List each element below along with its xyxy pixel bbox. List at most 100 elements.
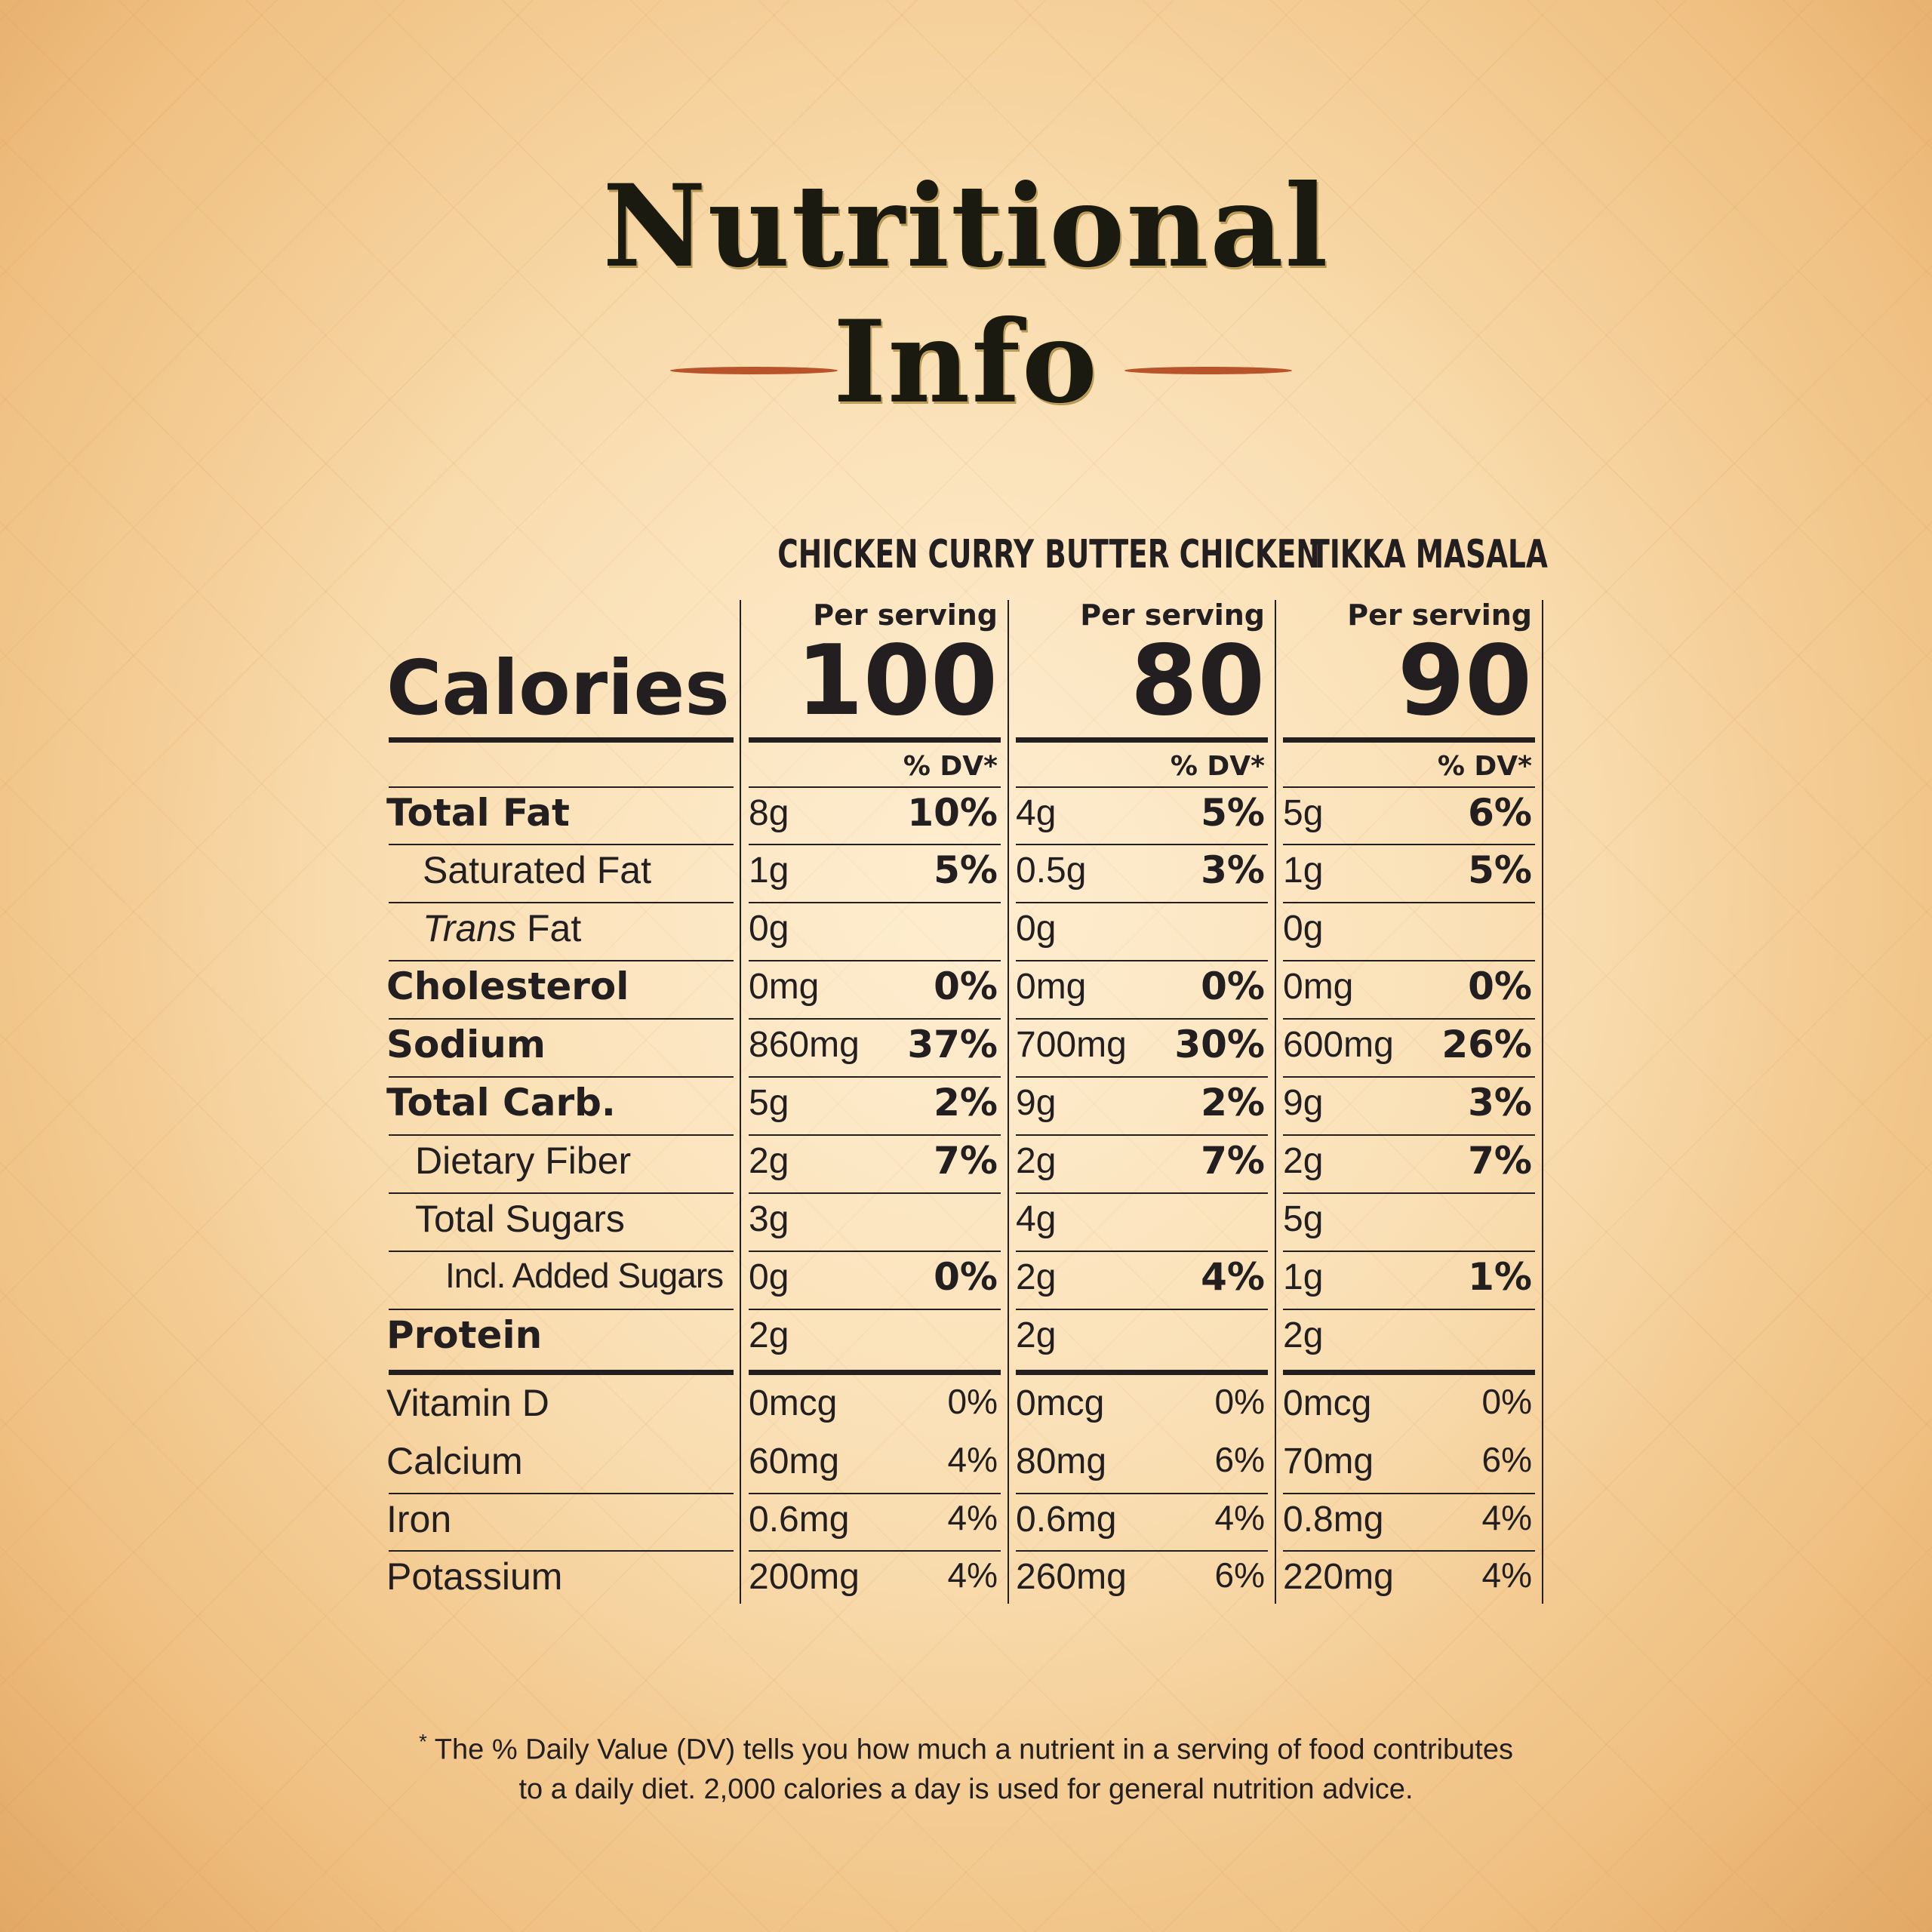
calories-value: 80 (1130, 625, 1265, 737)
cell-amount: 5g (749, 1083, 789, 1123)
cell-amount: 2g (1016, 1141, 1057, 1181)
calories-value: 90 (1397, 625, 1532, 737)
per-serving-label: Per serving (1347, 598, 1532, 632)
row-separator (1283, 1493, 1535, 1494)
cell-amount: 0mcg (1283, 1383, 1372, 1423)
dv-header: % DV* (1170, 751, 1265, 782)
cell-daily-value: 0% (934, 964, 998, 1008)
cell-amount: 0g (1016, 909, 1057, 949)
cell-daily-value: 6% (1214, 1555, 1265, 1595)
row-separator (1283, 1018, 1535, 1020)
cell-amount: 9g (1283, 1083, 1324, 1123)
cell-amount: 0.8mg (1283, 1500, 1384, 1540)
cell-amount: 3g (749, 1199, 789, 1239)
cell-amount: 0mg (749, 967, 820, 1007)
cell-amount: 60mg (749, 1441, 840, 1481)
row-label-protein: Protein (386, 1313, 543, 1357)
cell-daily-value: 4% (1214, 1498, 1265, 1537)
row-label-calcium: Calcium (386, 1440, 523, 1482)
column-divider (1008, 600, 1009, 1604)
rule-protein (389, 1370, 734, 1375)
row-label-trans-fat: Trans Fat (423, 906, 581, 950)
per-serving-label: Per serving (813, 598, 998, 632)
row-label-total-carb: Total Carb. (386, 1081, 616, 1124)
cell-daily-value: 4% (947, 1555, 998, 1595)
cell-daily-value: 0% (947, 1382, 998, 1421)
row-separator (389, 1493, 734, 1494)
cell-amount: 80mg (1016, 1441, 1107, 1481)
cell-daily-value: 2% (1201, 1081, 1265, 1124)
cell-amount: 4g (1016, 793, 1057, 833)
row-separator (1016, 1018, 1268, 1020)
cell-amount: 860mg (749, 1025, 860, 1065)
row-separator (749, 1493, 1001, 1494)
cell-amount: 0g (749, 909, 789, 949)
row-separator (749, 960, 1001, 961)
row-separator (1016, 1309, 1268, 1310)
row-label-cholesterol: Cholesterol (386, 964, 629, 1008)
row-separator (749, 902, 1001, 903)
row-separator (389, 960, 734, 961)
title-line-2: Info (833, 296, 1099, 429)
cell-amount: 1g (1283, 851, 1324, 891)
row-separator (1016, 786, 1268, 788)
cell-amount: 0mg (1016, 967, 1087, 1007)
row-separator (389, 1076, 734, 1078)
cell-amount: 0mcg (749, 1383, 838, 1423)
column-divider (1275, 600, 1276, 1604)
row-separator (1283, 1309, 1535, 1310)
rule-calories (1283, 737, 1535, 743)
title-row-2: Info (0, 294, 1932, 438)
cell-amount: 70mg (1283, 1441, 1374, 1481)
row-separator (1283, 1550, 1535, 1552)
row-separator (1016, 1076, 1268, 1078)
title-rule-left (670, 367, 838, 374)
row-label-saturated-fat: Saturated Fat (423, 849, 651, 891)
rule-calories (389, 737, 734, 743)
footnote-marker: * (419, 1730, 427, 1753)
row-separator (1016, 960, 1268, 961)
row-separator (1283, 1134, 1535, 1136)
row-separator (749, 1309, 1001, 1310)
row-separator (389, 902, 734, 903)
row-separator (749, 1018, 1001, 1020)
cell-daily-value: 3% (1468, 1081, 1532, 1124)
cell-daily-value: 37% (907, 1023, 998, 1066)
cell-amount: 0g (1283, 909, 1324, 949)
cell-daily-value: 5% (1201, 791, 1265, 835)
trans-rest: Fat (516, 907, 582, 949)
cell-amount: 220mg (1283, 1557, 1394, 1597)
cell-amount: 8g (749, 793, 789, 833)
cell-daily-value: 10% (907, 791, 998, 835)
row-separator (1016, 1550, 1268, 1552)
title-rule-right (1124, 367, 1292, 374)
row-separator (389, 1309, 734, 1310)
cell-daily-value: 4% (947, 1440, 998, 1479)
row-separator (1283, 1251, 1535, 1252)
row-separator (749, 1550, 1001, 1552)
row-separator (1283, 1192, 1535, 1194)
cell-daily-value: 0% (1481, 1382, 1532, 1421)
calories-value: 100 (795, 625, 998, 737)
per-serving-label: Per serving (1080, 598, 1265, 632)
row-separator (389, 1134, 734, 1136)
cell-daily-value: 6% (1468, 791, 1532, 835)
cell-daily-value: 0% (934, 1255, 998, 1299)
row-separator (749, 844, 1001, 845)
rule-protein (1283, 1370, 1535, 1375)
footnote-line-1: * The % Daily Value (DV) tells you how m… (0, 1722, 1932, 1770)
column-divider (740, 600, 741, 1604)
row-separator (749, 1076, 1001, 1078)
cell-amount: 0mcg (1016, 1383, 1105, 1423)
column-divider (1542, 600, 1543, 1604)
cell-amount: 0.6mg (749, 1500, 850, 1540)
row-separator (749, 1251, 1001, 1252)
cell-daily-value: 4% (947, 1498, 998, 1537)
row-separator (1016, 902, 1268, 903)
cell-daily-value: 5% (1468, 848, 1532, 892)
cell-amount: 9g (1016, 1083, 1057, 1123)
row-separator (1016, 1251, 1268, 1252)
cell-daily-value: 4% (1201, 1255, 1265, 1299)
cell-daily-value: 4% (1481, 1498, 1532, 1537)
cell-amount: 2g (749, 1315, 789, 1355)
